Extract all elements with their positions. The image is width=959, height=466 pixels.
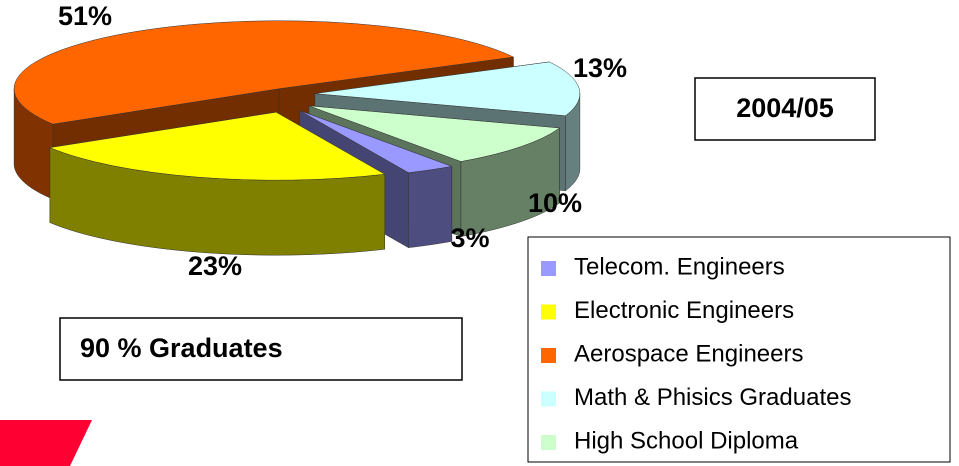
- note-label: 90 % Graduates: [80, 333, 283, 363]
- pie: [13, 20, 581, 256]
- slice: [308, 105, 561, 162]
- slice-wall: [408, 166, 453, 248]
- period-label: 2004/05: [736, 93, 834, 123]
- data-label: 10%: [528, 188, 582, 218]
- data-label: 51%: [58, 1, 112, 31]
- decor-shape: [0, 420, 92, 466]
- slice: [314, 61, 581, 117]
- legend-label: Math & Phisics Graduates: [574, 384, 851, 411]
- legend-swatch: [541, 304, 556, 320]
- legend-label: Aerospace Engineers: [574, 340, 803, 367]
- data-label: 13%: [573, 53, 627, 83]
- data-label: 3%: [450, 223, 489, 253]
- period-box: [694, 77, 876, 141]
- legend: [527, 236, 951, 463]
- legend-swatch: [541, 435, 556, 450]
- slice: [49, 111, 386, 181]
- legend-label: Electronic Engineers: [574, 297, 794, 324]
- legend-label: High School Diploma: [574, 427, 799, 454]
- slice: [13, 20, 515, 125]
- slice: [299, 110, 453, 173]
- legend-label: Telecom. Engineers: [574, 253, 785, 280]
- data-label: 23%: [188, 251, 242, 281]
- legend-swatch: [541, 261, 556, 276]
- legend-swatch: [541, 391, 556, 407]
- note-box: [59, 317, 463, 381]
- legend-swatch: [541, 348, 556, 363]
